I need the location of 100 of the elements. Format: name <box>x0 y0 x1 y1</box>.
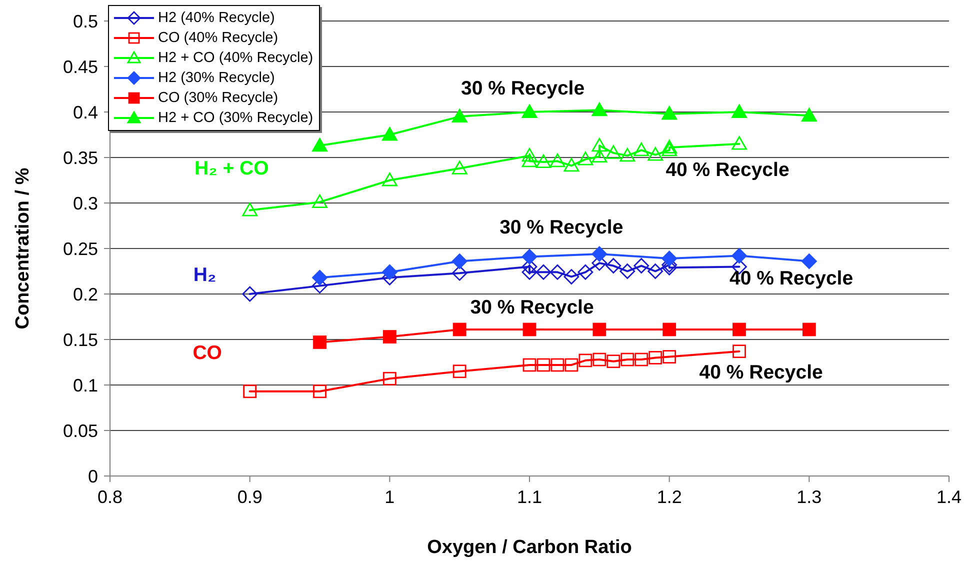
point <box>592 148 608 163</box>
point <box>662 106 678 120</box>
y-tick-label: 0.05 <box>62 420 98 441</box>
point <box>242 286 258 302</box>
y-tick-label: 0.3 <box>72 193 98 214</box>
y-tick-label: 0.25 <box>62 238 98 259</box>
point <box>550 264 566 280</box>
point <box>606 145 622 159</box>
point <box>452 322 466 336</box>
x-axis-title: Oxygen / Carbon Ratio <box>427 537 632 558</box>
x-tick-label: 0.8 <box>97 486 123 507</box>
point <box>522 322 536 336</box>
y-tick-label: 0.4 <box>72 102 98 122</box>
point <box>312 270 328 286</box>
legend-label: CO (40% Recycle) <box>158 29 278 48</box>
legend-label: H2 (30% Recycle) <box>158 69 275 88</box>
annotation: 30 % Recycle <box>500 216 624 239</box>
point <box>313 384 326 398</box>
point <box>382 172 398 186</box>
y-tick-label: 0.2 <box>72 284 98 304</box>
point <box>634 352 648 366</box>
annotation: H₂ + CO <box>194 157 269 180</box>
y-tick-label: 0 <box>88 466 98 486</box>
legend-label: H2 (40% Recycle) <box>158 9 275 28</box>
x-tick-label: 1.3 <box>796 486 822 507</box>
point <box>243 384 257 398</box>
point <box>662 250 678 266</box>
annotation: H₂ <box>193 264 216 286</box>
point <box>648 351 662 364</box>
point <box>522 148 538 162</box>
point <box>620 264 636 279</box>
y-tick-label: 0.35 <box>62 148 98 168</box>
point <box>732 322 746 336</box>
point <box>802 322 816 336</box>
point <box>801 254 817 269</box>
point <box>592 102 608 116</box>
point <box>550 358 564 372</box>
point <box>634 142 650 156</box>
y-tick-label: 0.45 <box>62 56 98 77</box>
point <box>536 358 550 372</box>
point <box>522 153 538 168</box>
point <box>564 269 580 284</box>
point <box>606 258 622 274</box>
point <box>382 372 396 386</box>
x-tick-label: 1 <box>384 486 395 507</box>
point <box>452 254 468 269</box>
x-tick-label: 1.2 <box>656 486 682 507</box>
point <box>732 248 747 264</box>
legend-label: H2 + CO (40% Recycle) <box>158 49 314 68</box>
point <box>662 350 676 364</box>
point <box>592 322 606 336</box>
x-tick-label: 0.9 <box>237 486 262 507</box>
x-tick-label: 1.1 <box>516 486 542 507</box>
point <box>634 258 650 274</box>
point <box>382 127 398 141</box>
point <box>592 352 606 366</box>
point <box>242 202 258 216</box>
point <box>648 264 664 279</box>
point <box>648 147 664 161</box>
point <box>801 108 817 122</box>
legend-label: CO (30% Recycle) <box>158 89 278 108</box>
annotation: 30 % Recycle <box>460 77 585 100</box>
annotation: CO <box>192 342 222 364</box>
point <box>382 264 398 280</box>
point <box>312 138 328 152</box>
point <box>732 136 747 150</box>
point <box>732 104 747 118</box>
point <box>312 194 328 208</box>
point <box>578 354 592 368</box>
point <box>452 108 468 122</box>
point <box>522 264 538 280</box>
point <box>452 160 468 174</box>
legend-label: H2 + CO (30% Recycle) <box>158 109 314 128</box>
point <box>452 265 468 281</box>
point <box>592 246 608 262</box>
point <box>564 158 580 172</box>
annotation: 40 % Recycle <box>666 159 790 182</box>
point <box>564 358 578 372</box>
point <box>578 152 594 166</box>
point <box>522 248 538 264</box>
point <box>732 344 746 358</box>
point <box>592 138 608 152</box>
point <box>550 153 566 168</box>
point <box>536 264 552 280</box>
point <box>662 140 678 154</box>
x-tick-label: 1.4 <box>936 486 962 507</box>
y-tick-label: 0.1 <box>72 375 98 396</box>
point <box>662 142 678 156</box>
y-tick-label: 0.5 <box>72 11 98 32</box>
point <box>313 336 326 349</box>
point <box>522 104 538 118</box>
point <box>662 322 676 336</box>
point <box>536 154 552 168</box>
point <box>606 354 620 368</box>
point <box>382 330 396 344</box>
point <box>620 352 634 366</box>
point <box>522 358 536 372</box>
annotation: 40 % Recycle <box>729 268 854 290</box>
y-axis-title: Concentration / % <box>12 168 34 330</box>
point <box>578 264 594 280</box>
